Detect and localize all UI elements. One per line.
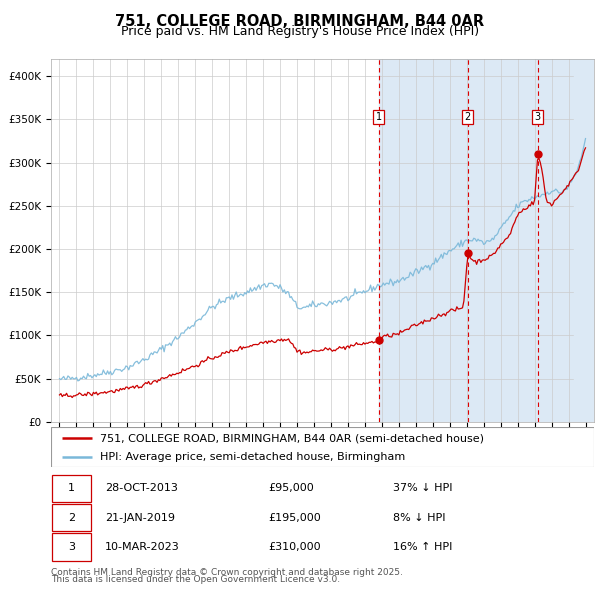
Text: 16% ↑ HPI: 16% ↑ HPI: [393, 542, 452, 552]
Text: Contains HM Land Registry data © Crown copyright and database right 2025.: Contains HM Land Registry data © Crown c…: [51, 568, 403, 577]
Text: 8% ↓ HPI: 8% ↓ HPI: [393, 513, 446, 523]
FancyBboxPatch shape: [52, 504, 91, 532]
Text: 37% ↓ HPI: 37% ↓ HPI: [393, 483, 452, 493]
Text: 3: 3: [68, 542, 75, 552]
Text: 751, COLLEGE ROAD, BIRMINGHAM, B44 0AR (semi-detached house): 751, COLLEGE ROAD, BIRMINGHAM, B44 0AR (…: [100, 434, 484, 444]
FancyBboxPatch shape: [52, 475, 91, 502]
Text: £195,000: £195,000: [268, 513, 321, 523]
Text: £95,000: £95,000: [268, 483, 314, 493]
Text: 28-OCT-2013: 28-OCT-2013: [106, 483, 178, 493]
Text: Price paid vs. HM Land Registry's House Price Index (HPI): Price paid vs. HM Land Registry's House …: [121, 25, 479, 38]
Text: 1: 1: [68, 483, 75, 493]
FancyBboxPatch shape: [52, 533, 91, 560]
Text: 3: 3: [535, 112, 541, 122]
Bar: [574, 59, 600, 422]
Text: This data is licensed under the Open Government Licence v3.0.: This data is licensed under the Open Gov…: [51, 575, 340, 584]
Bar: [379, 59, 600, 422]
Text: 1: 1: [376, 112, 382, 122]
Text: 10-MAR-2023: 10-MAR-2023: [106, 542, 180, 552]
Text: 2: 2: [464, 112, 471, 122]
Text: HPI: Average price, semi-detached house, Birmingham: HPI: Average price, semi-detached house,…: [100, 453, 405, 462]
Text: 2: 2: [68, 513, 75, 523]
Text: £310,000: £310,000: [268, 542, 321, 552]
Text: 21-JAN-2019: 21-JAN-2019: [106, 513, 175, 523]
Text: 751, COLLEGE ROAD, BIRMINGHAM, B44 0AR: 751, COLLEGE ROAD, BIRMINGHAM, B44 0AR: [115, 14, 485, 30]
